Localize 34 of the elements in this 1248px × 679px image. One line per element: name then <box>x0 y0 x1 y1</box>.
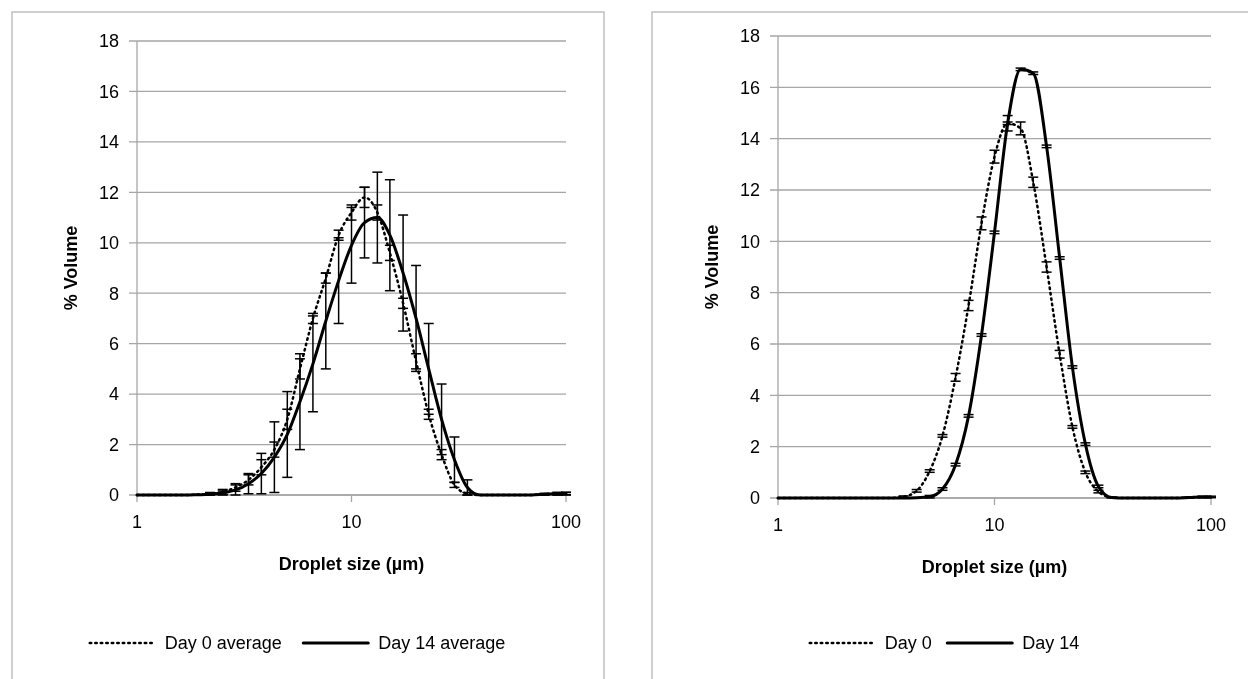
y-tick-label: 6 <box>108 333 119 354</box>
y-tick-label: 10 <box>98 233 119 254</box>
legend-label: Day 14 average <box>378 633 506 654</box>
y-tick-label: 14 <box>98 132 119 153</box>
y-tick-label: 2 <box>749 436 760 457</box>
y-tick-label: 12 <box>739 180 760 201</box>
legend-label: Day 0 <box>884 633 932 654</box>
x-axis-title: Droplet size (µm) <box>921 557 1068 577</box>
x-tick-label: 100 <box>550 512 582 532</box>
legend-label: Day 14 <box>1022 633 1080 654</box>
y-tick-label: 4 <box>749 385 760 406</box>
x-tick-label: 1 <box>131 512 143 532</box>
y-tick-label: 10 <box>739 231 760 252</box>
y-tick-label: 8 <box>108 283 119 304</box>
y-tick-label: 16 <box>98 81 119 102</box>
y-tick-label: 18 <box>739 26 760 47</box>
y-tick-label: 2 <box>108 434 119 455</box>
x-tick-label: 1 <box>772 515 784 535</box>
y-axis-title: % Volume <box>61 225 81 311</box>
y-tick-label: 14 <box>739 128 760 149</box>
legend-label: Day 0 average <box>164 633 282 654</box>
y-tick-label: 4 <box>108 384 119 405</box>
y-tick-label: 8 <box>749 282 760 303</box>
y-tick-label: 6 <box>749 334 760 355</box>
x-tick-label: 100 <box>1195 515 1227 535</box>
x-tick-label: 10 <box>341 512 362 532</box>
y-tick-label: 0 <box>749 488 760 509</box>
y-axis-title: % Volume <box>702 224 722 310</box>
y-tick-label: 16 <box>739 77 760 98</box>
x-tick-label: 10 <box>984 515 1005 535</box>
y-tick-label: 18 <box>98 31 119 52</box>
y-tick-label: 12 <box>98 182 119 203</box>
x-axis-title: Droplet size (µm) <box>278 554 425 574</box>
y-tick-label: 0 <box>108 485 119 506</box>
